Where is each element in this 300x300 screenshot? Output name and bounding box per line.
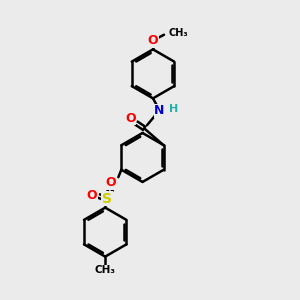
Text: CH₃: CH₃ — [95, 265, 116, 275]
Text: CH₃: CH₃ — [169, 28, 188, 38]
Text: O: O — [125, 112, 136, 124]
Text: N: N — [154, 104, 165, 117]
Text: O: O — [148, 34, 158, 47]
Text: S: S — [102, 192, 112, 206]
Text: O: O — [86, 189, 97, 202]
Text: O: O — [106, 176, 116, 189]
Text: H: H — [169, 104, 178, 114]
